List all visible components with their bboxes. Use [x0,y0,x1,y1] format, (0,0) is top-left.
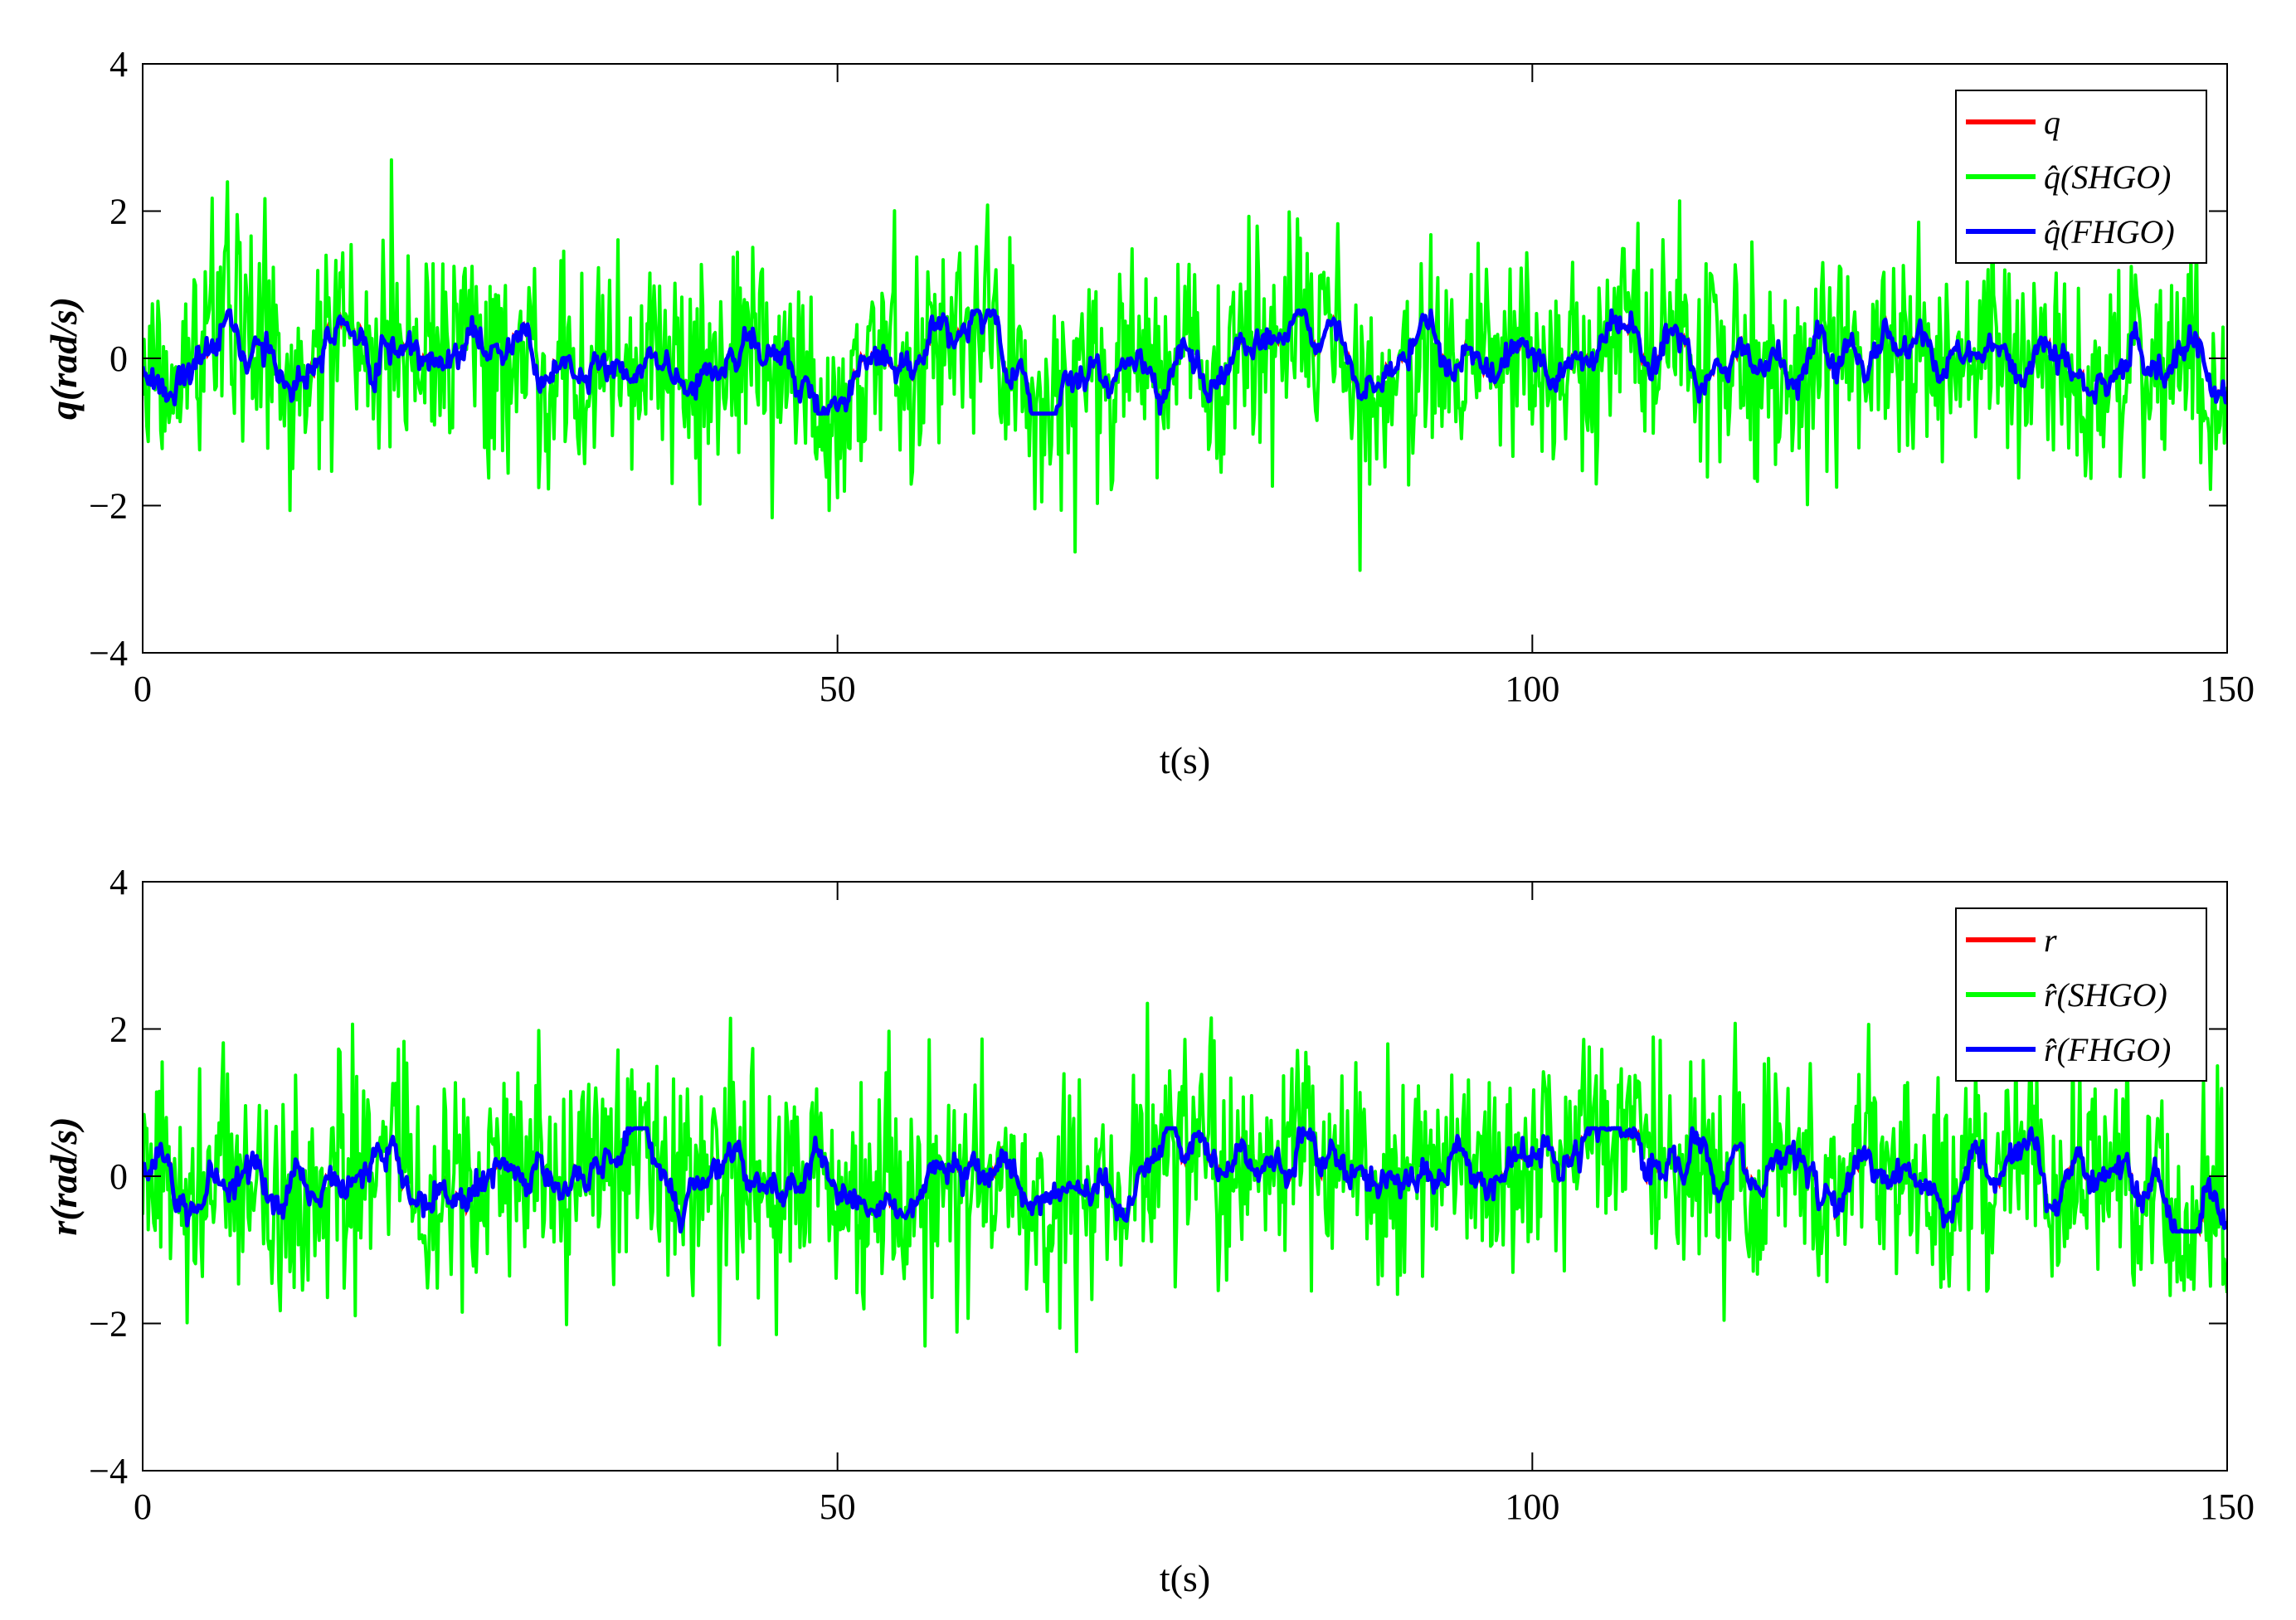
x-tick-label: 50 [820,1486,856,1527]
legend-label: r [2044,922,2057,959]
series-line-fhgo [143,1126,2227,1234]
y-tick-label: 2 [109,1009,128,1050]
x-tick-label: 150 [2200,1486,2255,1527]
legend-label: q [2044,104,2060,141]
series-line-shgo [143,158,2227,572]
y-tick-label: −2 [89,486,128,527]
plot-panel-2: 0 50 100 150 −4 −2 0 2 4 t(s) r(rad/s) r r̂(SHGO) r̂(… [42,862,2255,1599]
series-line-fhgo [143,308,2227,416]
y-tick-label: 0 [109,338,128,379]
legend-label: r̂(SHGO) [2044,976,2167,1014]
x-tick-label: 150 [2200,669,2255,709]
series-line-shgo [143,1001,2227,1354]
legend-label: q̂(FHGO) [2044,213,2175,251]
y-axis-label: q(rad/s) [42,297,85,420]
legend: r r̂(SHGO) r̂(FHGO) [1955,907,2207,1082]
y-tick-label: −2 [89,1304,128,1345]
x-tick-label: 50 [820,669,856,709]
y-tick-label: −4 [89,1451,128,1491]
legend-label: q̂(SHGO) [2044,158,2171,196]
x-tick-label: 0 [134,1486,152,1527]
y-axis-label: r(rad/s) [42,1116,85,1235]
y-tick-label: −4 [89,633,128,674]
y-tick-label: 2 [109,192,128,232]
x-axis-label: t(s) [1160,739,1210,781]
plot-panel-1: 0 50 100 150 −4 −2 0 2 4 t(s) q(rad/s) q q̂(SHGO) q̂(… [42,44,2255,781]
x-tick-label: 0 [134,669,152,709]
x-tick-label: 100 [1505,669,1559,709]
x-tick-label: 100 [1505,1486,1559,1527]
x-axis-label: t(s) [1160,1557,1210,1599]
y-tick-label: 4 [109,862,128,902]
legend-label: r̂(FHGO) [2044,1031,2171,1068]
y-tick-label: 0 [109,1156,128,1197]
y-tick-label: 4 [109,44,128,85]
legend: q q̂(SHGO) q̂(FHGO) [1955,90,2207,264]
